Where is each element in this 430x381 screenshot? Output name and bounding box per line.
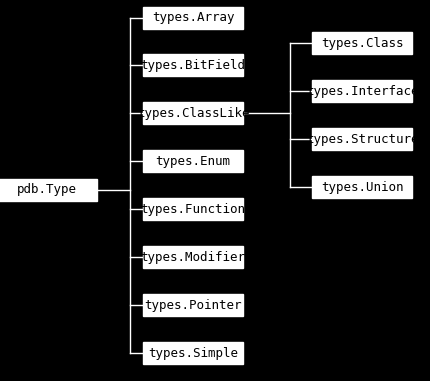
Text: types.Function: types.Function	[140, 202, 245, 216]
FancyBboxPatch shape	[143, 198, 243, 220]
FancyBboxPatch shape	[143, 294, 243, 316]
FancyBboxPatch shape	[143, 246, 243, 268]
FancyBboxPatch shape	[143, 150, 243, 172]
Text: types.Class: types.Class	[320, 37, 402, 50]
FancyBboxPatch shape	[0, 179, 97, 201]
Text: types.Enum: types.Enum	[155, 155, 230, 168]
Text: types.Union: types.Union	[320, 181, 402, 194]
FancyBboxPatch shape	[143, 7, 243, 29]
FancyBboxPatch shape	[311, 32, 411, 54]
Text: types.Modifier: types.Modifier	[140, 250, 245, 264]
Text: types.BitField: types.BitField	[140, 59, 245, 72]
FancyBboxPatch shape	[143, 102, 243, 124]
Text: types.Array: types.Array	[151, 11, 234, 24]
FancyBboxPatch shape	[143, 342, 243, 364]
FancyBboxPatch shape	[311, 80, 411, 102]
Text: types.Simple: types.Simple	[147, 346, 237, 360]
Text: types.ClassLike: types.ClassLike	[136, 107, 249, 120]
Text: types.Pointer: types.Pointer	[144, 298, 241, 312]
FancyBboxPatch shape	[143, 54, 243, 76]
Text: types.Interface: types.Interface	[305, 85, 417, 98]
FancyBboxPatch shape	[311, 176, 411, 198]
Text: pdb.Type: pdb.Type	[17, 184, 77, 197]
Text: types.Structure: types.Structure	[305, 133, 417, 146]
FancyBboxPatch shape	[311, 128, 411, 150]
